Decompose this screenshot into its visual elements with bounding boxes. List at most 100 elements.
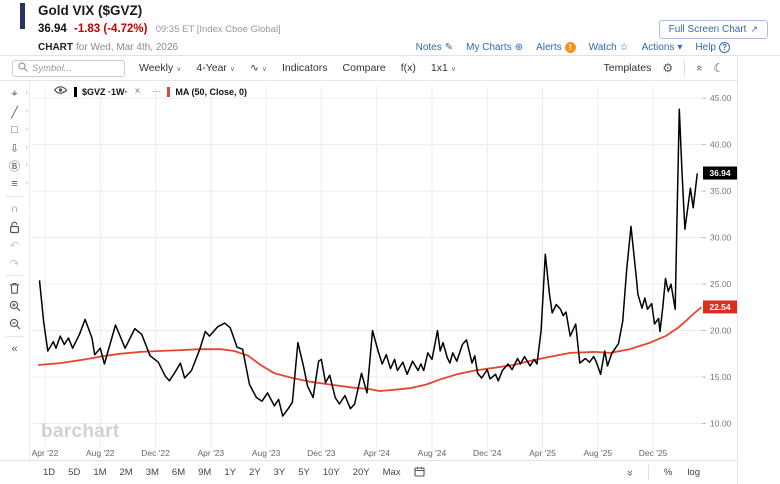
period-button-5y[interactable]: 5Y <box>298 467 310 478</box>
toolbar-divider <box>684 60 686 76</box>
submenu-chevron-icon: › <box>25 162 28 169</box>
y-axis-label: 25.00 <box>710 279 732 289</box>
close-icon[interactable]: × <box>134 86 141 97</box>
period-button-10y[interactable]: 10Y <box>322 467 340 478</box>
expressions-button[interactable]: f(x) <box>400 62 416 74</box>
chevron-down-icon: ∨ <box>229 66 236 73</box>
percent-scale-button[interactable]: % <box>663 467 673 478</box>
submenu-chevron-icon: › <box>25 180 28 187</box>
y-axis-label: 40.00 <box>710 140 732 150</box>
delete-drawings-button[interactable] <box>0 279 29 297</box>
period-button-2m[interactable]: 2M <box>119 467 133 478</box>
calendar-icon[interactable] <box>414 466 425 480</box>
period-button-1d[interactable]: 1D <box>43 467 56 478</box>
period-button-9m[interactable]: 9M <box>198 467 212 478</box>
more-options-icon[interactable]: ⋯ <box>59 86 69 96</box>
arrow-annotation-tool[interactable]: ⇩ › <box>9 142 28 155</box>
symbol-search-box[interactable] <box>12 59 125 77</box>
y-axis-label: 20.00 <box>710 326 732 336</box>
collapse-toolbar-icon[interactable]: « <box>693 64 706 72</box>
header-link-help[interactable]: Help? <box>695 42 730 53</box>
period-button-1m[interactable]: 1M <box>93 467 107 478</box>
period-button-1y[interactable]: 1Y <box>224 467 236 478</box>
period-button-3m[interactable]: 3M <box>145 467 159 478</box>
period-button-2y[interactable]: 2Y <box>248 467 261 478</box>
dark-mode-moon-icon[interactable]: ☾ <box>713 61 724 75</box>
redo-button[interactable]: ↷ <box>9 257 20 270</box>
compare-button[interactable]: Compare <box>342 62 386 74</box>
frequency-dropdown[interactable]: Weekly ∨ <box>139 62 182 74</box>
header-link-watch[interactable]: Watch ☆ <box>588 42 629 53</box>
gear-icon[interactable]: ⚙ <box>662 61 674 75</box>
series-line <box>38 108 699 417</box>
drawing-tools-sidebar: ⌖ › ╱ › □ › ⇩ › Ⓑ › ≡ › ∩ ↶ ↷ « <box>0 81 30 460</box>
alerts-icon: ! <box>564 42 576 53</box>
last-value-badge-text: 22.54 <box>709 302 731 312</box>
chart-plot-area[interactable]: 10.00 15.00 20.00 25.00 30.00 35.00 40.00 45.00… <box>31 81 738 460</box>
chart-date-line: CHART for Wed, Mar 4th, 2026 <box>38 42 179 53</box>
chevron-down-icon: ∨ <box>261 66 267 73</box>
header-link-alerts[interactable]: Alerts! <box>536 42 576 53</box>
chart-type-dropdown[interactable]: ∿ ∨ <box>250 62 267 74</box>
period-toolbar: 1D 5D 1M 2M 3M 6M 9M 1Y 2Y 3Y 5Y 10Y 20Y Max « % log <box>0 460 737 484</box>
period-divider <box>647 465 649 480</box>
period-button-6m[interactable]: 6M <box>171 467 186 478</box>
sidebar-divider <box>6 336 23 337</box>
last-value-badge <box>703 166 737 180</box>
y-axis-label: 15.00 <box>710 372 732 382</box>
last-price: 36.94 <box>38 23 67 35</box>
header-link-notes[interactable]: Notes ✎ <box>415 42 454 53</box>
trendline-tool[interactable]: ╱ › <box>11 106 28 119</box>
shapes-tool[interactable]: □ › <box>11 124 28 136</box>
submenu-chevron-icon: › <box>25 108 28 115</box>
line-type-icon: ∿ <box>250 62 259 74</box>
period-button-20y[interactable]: 20Y <box>352 467 370 478</box>
zoom-in-button[interactable] <box>0 297 29 315</box>
undo-button[interactable]: ↶ <box>9 239 20 252</box>
submenu-chevron-icon: › <box>25 90 28 97</box>
search-icon <box>18 61 28 75</box>
period-button-5d[interactable]: 5D <box>68 467 81 478</box>
indicators-button[interactable]: Indicators <box>281 62 328 74</box>
actions-icon: ▾ <box>677 42 683 53</box>
more-options-icon[interactable]: ⋯ <box>152 86 163 96</box>
chart-label: CHART <box>38 42 73 53</box>
series-swatch-gvz <box>74 86 77 97</box>
x-axis-label: Apr '23 <box>197 448 224 458</box>
series-label-ma: MA (50, Close, 0) <box>175 86 248 97</box>
chart-toolbar: Weekly∨ 4-Year∨ ∿∨ Indicators Compare f(… <box>0 56 737 81</box>
header-link-my-charts[interactable]: My Charts ⊕ <box>466 42 524 53</box>
last-value-badge <box>703 300 737 314</box>
grid-layout-dropdown[interactable]: 1x1 ∨ <box>430 62 456 74</box>
period-button-max[interactable]: Max <box>382 467 401 478</box>
collapse-sidebar-button[interactable]: « <box>11 343 18 355</box>
series-swatch-ma <box>167 86 171 97</box>
symbol-search-input[interactable] <box>32 62 112 74</box>
templates-button[interactable]: Templates <box>603 62 652 74</box>
y-axis-label: 35.00 <box>710 186 732 196</box>
x-axis-label: Dec '23 <box>307 448 336 458</box>
period-button-3y[interactable]: 3Y <box>273 467 286 478</box>
header-link-actions[interactable]: Actions ▾ <box>641 42 683 53</box>
range-dropdown[interactable]: 4-Year ∨ <box>196 62 236 74</box>
quote-header: Gold VIX ($GVZ) 36.94 -1.83 (-4.72%) 09:… <box>0 0 780 56</box>
chart-legend: ⋯ $GVZ ·1W· × ⋯ MA (50, Close, 0) <box>54 86 247 97</box>
x-axis-label: Dec '24 <box>473 448 502 458</box>
sidebar-divider <box>6 196 23 197</box>
text-annotation-tool[interactable]: Ⓑ › <box>9 161 28 173</box>
period-toolbar-right: « % log <box>623 465 737 480</box>
x-axis-label: Apr '24 <box>363 448 390 458</box>
quote-summary: 36.94 -1.83 (-4.72%) 09:35 ET [Index Cbo… <box>38 23 281 35</box>
full-screen-chart-button[interactable]: Full Screen Chart ↗ <box>658 20 768 39</box>
log-scale-button[interactable]: log <box>687 467 700 478</box>
collapse-panel-icon[interactable]: « <box>623 469 636 476</box>
magnet-tool[interactable]: ∩ <box>10 203 19 215</box>
page-title: Gold VIX ($GVZ) <box>38 3 143 18</box>
x-axis-label: Aug '24 <box>418 448 447 458</box>
help-icon: ? <box>719 42 730 53</box>
crosshair-tool[interactable]: ⌖ › <box>11 87 28 100</box>
line-settings-tool[interactable]: ≡ › <box>11 178 28 190</box>
zoom-out-button[interactable] <box>0 315 29 333</box>
lock-tool[interactable] <box>0 218 29 236</box>
